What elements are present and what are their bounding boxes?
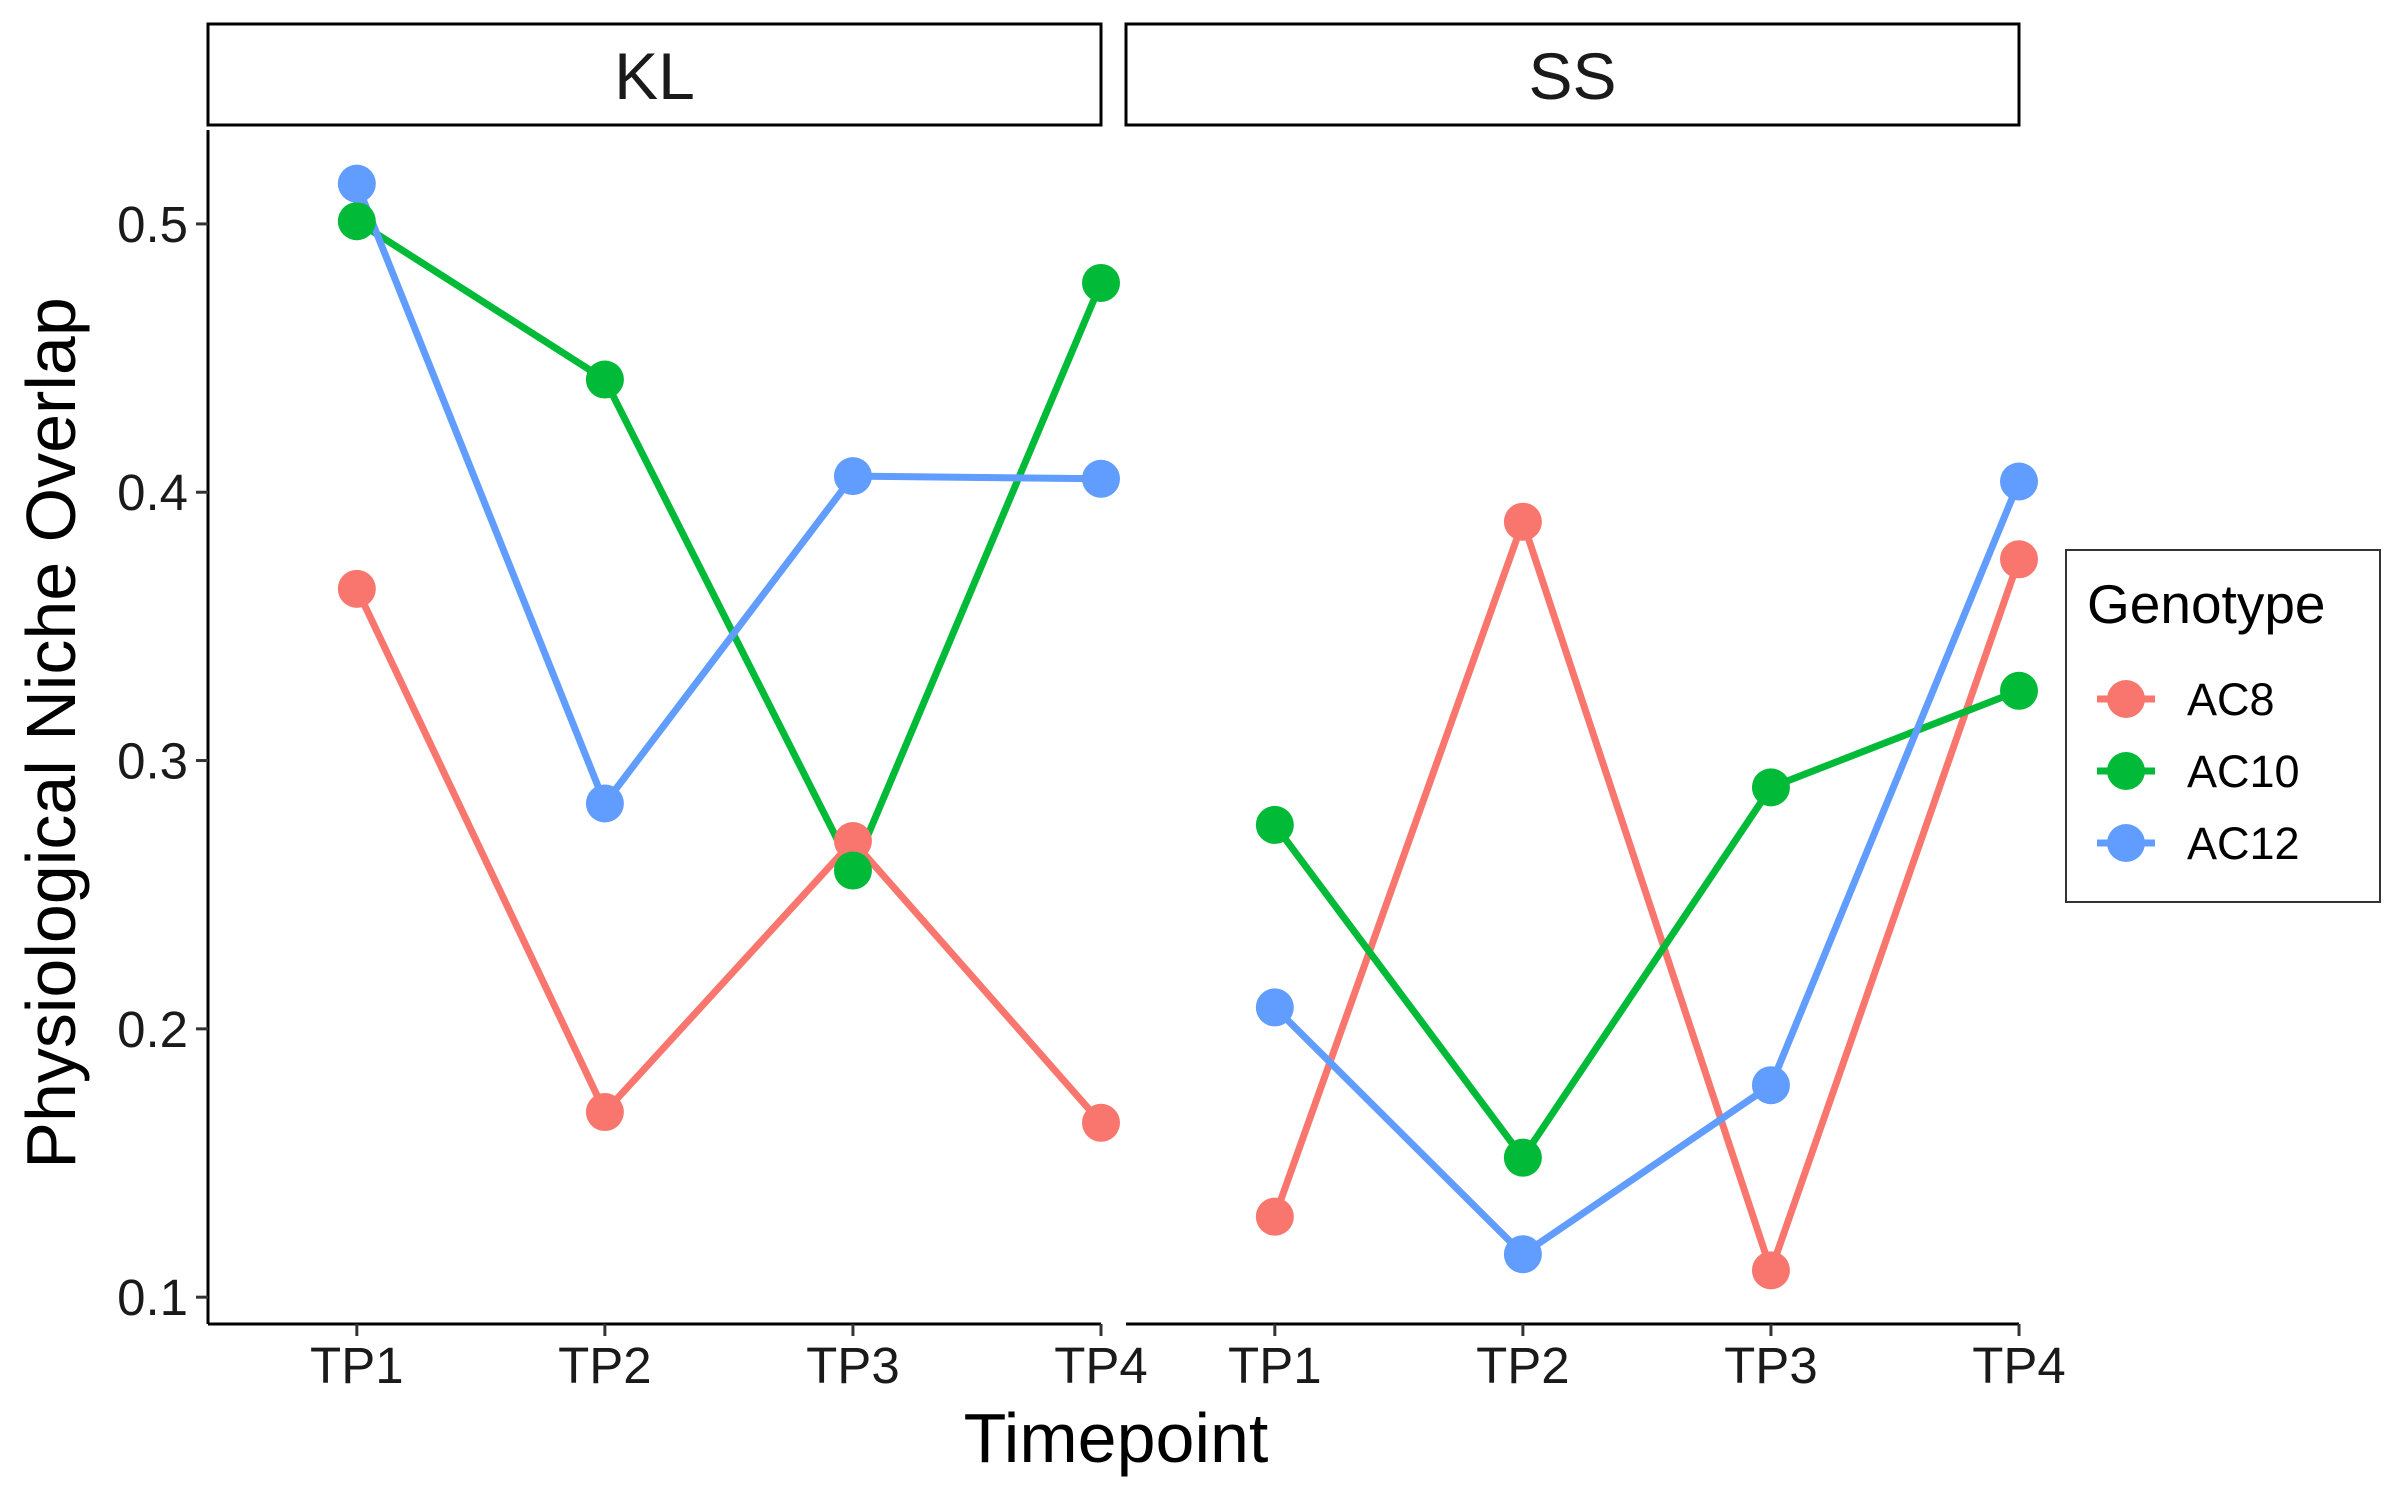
data-point-ac8 [1751, 1251, 1790, 1290]
legend-items: AC8 AC10 AC12 [2097, 674, 2300, 869]
series-line-ac10 [354, 218, 1105, 875]
x-tick-label: TP1 [1228, 1337, 1322, 1394]
data-point-ac8 [1082, 1103, 1120, 1142]
y-tick-label: 0.3 [117, 733, 188, 790]
x-tick-label: TP3 [806, 1337, 900, 1394]
series-line-ac12 [353, 182, 1102, 807]
legend-label: AC8 [2187, 674, 2275, 725]
x-tick-label: TP2 [1476, 1337, 1570, 1394]
series-line-ac8 [353, 587, 1104, 1126]
legend: Genotype AC8 AC10 AC12 [2065, 549, 2381, 903]
data-point-ac10 [1503, 1138, 1542, 1177]
legend-key-point [2107, 752, 2145, 790]
legend-item-ac8: AC8 [2097, 674, 2275, 725]
series-line-ac12 [1272, 480, 2023, 1258]
x-tick-label: TP4 [1972, 1337, 2066, 1394]
data-point-ac12 [337, 164, 376, 203]
legend-label: AC12 [2187, 818, 2300, 869]
legend-item-ac10: AC10 [2097, 746, 2300, 797]
series-line-ac8 [1271, 518, 2023, 1274]
series-line-ac10 [1272, 687, 2021, 1162]
strip-box [206, 22, 1103, 127]
legend-title: Genotype [2087, 573, 2326, 635]
panel-kl: KL TP1 TP2 TP3 TP4 0.1 0.2 0.3 0.4 0.5 [117, 22, 1148, 1394]
panel-ss: SS TP1 TP2 TP3 TP4 [1124, 22, 2066, 1394]
data-point-ac12 [833, 457, 872, 496]
data-point-ac10 [2000, 671, 2038, 710]
x-tick-label: TP4 [1054, 1337, 1148, 1394]
strip-label: SS [1528, 39, 1616, 113]
strip-label: KL [614, 39, 695, 113]
data-point-ac12 [2000, 462, 2038, 501]
data-point-ac10 [1255, 805, 1294, 844]
y-axis-title: Physiological Niche Overlap [12, 297, 90, 1169]
data-point-ac12 [1503, 1235, 1542, 1274]
x-axis-title: Timepoint [964, 1399, 1269, 1477]
data-point-ac12 [1751, 1066, 1790, 1105]
panels: KL TP1 TP2 TP3 TP4 0.1 0.2 0.3 0.4 0.5 SS TP1 TP2 TP3… [117, 22, 2066, 1394]
legend-item-ac12: AC12 [2097, 818, 2300, 869]
data-point-ac8 [833, 822, 872, 861]
y-tick-label: 0.1 [117, 1269, 188, 1326]
data-point-ac10 [337, 202, 376, 241]
data-point-ac8 [1255, 1197, 1294, 1236]
data-point-ac10 [1082, 263, 1120, 302]
data-point-ac10 [1751, 768, 1790, 807]
x-tick-label: TP2 [558, 1337, 652, 1394]
data-point-ac8 [337, 569, 376, 608]
y-tick-label: 0.5 [117, 196, 188, 253]
y-tick-label: 0.4 [117, 464, 188, 521]
data-point-ac12 [1255, 988, 1294, 1027]
strip-box [1124, 22, 2021, 127]
data-point-ac8 [2000, 540, 2038, 579]
y-tick-label: 0.2 [117, 1001, 188, 1058]
data-point-ac8 [1503, 502, 1542, 541]
data-point-ac10 [585, 360, 624, 399]
x-tick-label: TP3 [1724, 1337, 1818, 1394]
data-point-ac8 [585, 1093, 624, 1132]
data-point-ac10 [833, 851, 872, 890]
data-point-ac12 [1082, 459, 1120, 498]
data-point-ac12 [585, 784, 624, 823]
x-tick-label: TP1 [310, 1337, 404, 1394]
legend-key-point [2107, 824, 2145, 862]
legend-key-point [2107, 680, 2145, 718]
legend-label: AC10 [2187, 746, 2300, 797]
